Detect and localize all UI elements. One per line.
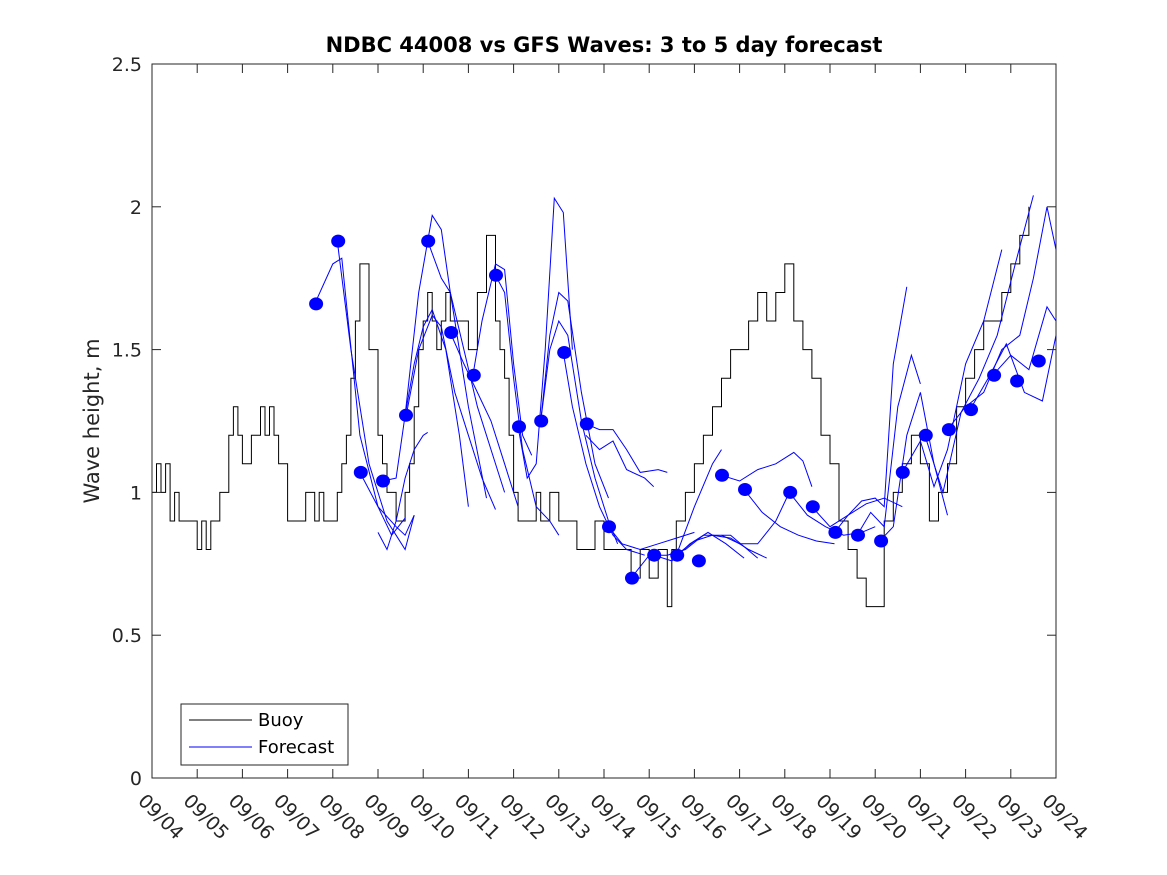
- forecast-run-line: [675, 534, 767, 559]
- y-tick-label: 1: [130, 482, 142, 504]
- forecast-run-line: [608, 526, 695, 551]
- forecast-run-line: [924, 195, 1034, 495]
- forecast-point: [691, 554, 706, 568]
- forecast-run-line: [540, 319, 619, 544]
- forecast-points: [309, 234, 1046, 585]
- forecast-point: [1031, 354, 1046, 368]
- forecast-point: [851, 528, 865, 542]
- forecast-point: [331, 234, 346, 248]
- forecast-point: [805, 500, 820, 514]
- forecast-point: [512, 420, 526, 434]
- forecast-point: [579, 417, 594, 431]
- y-tick-label: 0.5: [112, 625, 142, 647]
- forecast-point: [399, 408, 413, 422]
- legend: Buoy Forecast: [180, 703, 349, 766]
- forecast-point: [444, 326, 459, 339]
- chart-title: NDBC 44008 vs GFS Waves: 3 to 5 day fore…: [326, 33, 883, 57]
- forecast-run-line: [834, 286, 908, 533]
- forecast-point: [647, 548, 662, 562]
- forecast-point: [421, 234, 436, 248]
- forecast-point: [874, 534, 889, 548]
- forecast-run-line: [585, 423, 668, 473]
- forecast-run-line: [404, 214, 487, 499]
- forecast-point: [738, 483, 752, 496]
- forecast-point: [941, 423, 956, 437]
- forecast-run-line: [992, 305, 1057, 376]
- legend-buoy-label: Buoy: [258, 710, 304, 731]
- forecast-point: [625, 571, 639, 585]
- forecast-series: [314, 195, 1057, 579]
- forecast-run-line: [540, 291, 609, 499]
- forecast-point: [987, 368, 1002, 382]
- forecast-point: [918, 428, 933, 442]
- buoy-series: [152, 206, 1030, 608]
- forecast-point: [466, 368, 481, 382]
- forecast-point: [1010, 374, 1025, 388]
- forecast-run-line: [336, 241, 415, 551]
- forecast-run-line: [585, 434, 655, 488]
- forecast-run-line: [404, 314, 496, 510]
- legend-box: [180, 703, 349, 766]
- y-tick-labels: 0 0.5 1 1.5 2 2.5: [112, 54, 142, 790]
- forecast-point: [715, 468, 729, 482]
- forecast-run-line: [856, 353, 921, 536]
- forecast-run-line: [427, 240, 506, 493]
- forecast-point: [895, 465, 910, 479]
- forecast-point: [602, 520, 616, 534]
- forecast-run-line: [472, 263, 533, 456]
- axes-box: [151, 63, 1057, 779]
- forecast-run-line: [721, 492, 790, 545]
- forecast-run-line: [449, 332, 519, 507]
- forecast-point: [534, 414, 549, 428]
- forecast-run-line: [517, 196, 573, 480]
- forecast-run-line: [743, 489, 835, 545]
- legend-forecast-label: Forecast: [258, 737, 334, 758]
- forecast-point: [828, 525, 843, 539]
- axis-ticks: [151, 63, 1057, 779]
- forecast-point: [376, 474, 390, 488]
- forecast-point: [309, 297, 324, 311]
- forecast-run-line: [721, 451, 813, 487]
- forecast-run-line: [653, 531, 745, 562]
- forecast-point: [489, 268, 503, 282]
- y-tick-label: 2: [130, 197, 142, 219]
- forecast-run-line: [969, 335, 1057, 410]
- forecast-point: [353, 465, 368, 479]
- forecast-point: [783, 485, 798, 499]
- y-tick-label: 0: [130, 768, 142, 790]
- forecast-run-line: [359, 472, 415, 537]
- forecast-point: [557, 346, 572, 359]
- forecast-point: [964, 403, 978, 417]
- y-tick-label: 2.5: [112, 54, 142, 76]
- forecast-point: [670, 548, 685, 562]
- buoy-line: [152, 206, 1030, 608]
- y-axis-label: Wave height, m: [80, 338, 104, 503]
- forecast-run-line: [382, 308, 469, 507]
- y-tick-label: 1.5: [112, 340, 142, 362]
- forecast-run-line: [675, 449, 722, 556]
- forecast-run-line: [901, 249, 1003, 489]
- forecast-run-line: [377, 431, 428, 551]
- plot-area: [151, 63, 1057, 779]
- forecast-run-line: [562, 352, 645, 556]
